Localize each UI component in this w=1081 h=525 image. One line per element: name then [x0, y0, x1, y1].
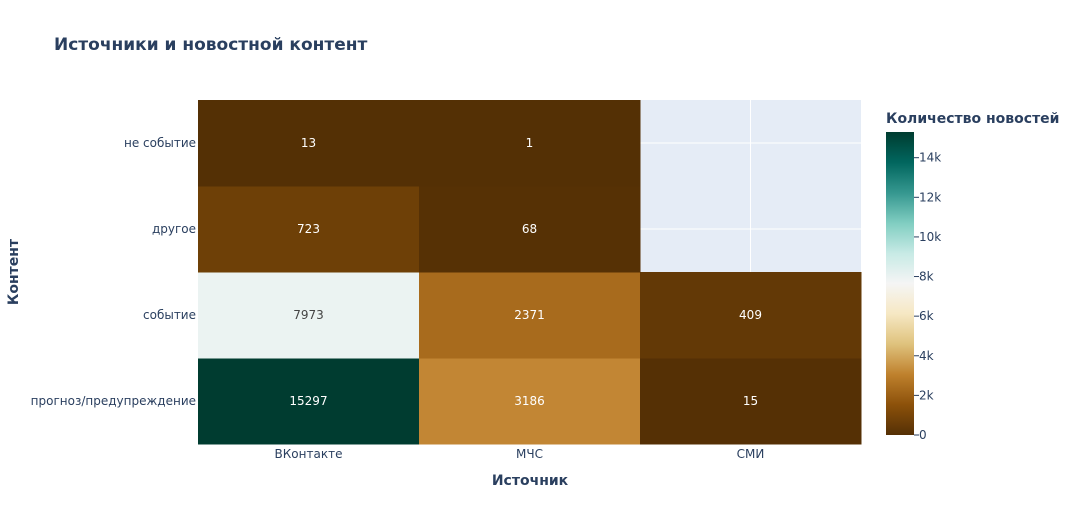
colorbar-tick-label: 0 [919, 428, 927, 442]
cell-value-label: 13 [301, 136, 316, 150]
cell-value-label: 723 [297, 222, 320, 236]
y-tick-label: не событие [124, 136, 196, 150]
colorbar-gradient [886, 132, 914, 435]
heatmap-cell [198, 272, 420, 359]
cell-value-label: 15 [743, 394, 758, 408]
colorbar-tick-label: 8k [919, 270, 934, 284]
heatmap-cells: 15297 3186 15 7973 2371 409 723 68 13 1 [198, 100, 862, 445]
colorbar-tick-label: 12k [919, 190, 941, 204]
colorbar-title: Количество новостей [886, 111, 1059, 127]
heatmap-cell [198, 358, 420, 445]
y-tick-label: событие [143, 308, 196, 322]
heatmap-cell [419, 100, 641, 187]
heatmap-cell [640, 358, 862, 445]
cell-value-label: 15297 [289, 394, 327, 408]
cell-value-label: 2371 [514, 308, 545, 322]
y-tick-label: другое [152, 222, 196, 236]
heatmap-cell [419, 358, 641, 445]
colorbar-tick-label: 2k [919, 388, 934, 402]
cell-value-label: 409 [739, 308, 762, 322]
colorbar-tick-label: 4k [919, 349, 934, 363]
colorbar-tick-label: 14k [919, 151, 941, 165]
y-axis-title: Контент [6, 238, 22, 305]
cell-value-label: 1 [526, 136, 534, 150]
heatmap-cell [198, 100, 420, 187]
cell-value-label: 3186 [514, 394, 545, 408]
x-tick-label: СМИ [737, 447, 765, 461]
heatmap-cell [419, 186, 641, 273]
x-tick-label: МЧС [516, 447, 543, 461]
chart-title: Источники и новостной контент [54, 35, 368, 55]
heatmap-cell [640, 272, 862, 359]
heatmap-cell [198, 186, 420, 273]
colorbar-tick-label: 6k [919, 309, 934, 323]
cell-value-label: 68 [522, 222, 537, 236]
colorbar-tick-label: 10k [919, 230, 941, 244]
cell-value-label: 7973 [293, 308, 324, 322]
heatmap-cell [419, 272, 641, 359]
y-axis-ticks: прогноз/предупреждение событие другое не со… [31, 136, 196, 408]
y-tick-label: прогноз/предупреждение [31, 394, 196, 408]
x-axis-ticks: ВКонтакте МЧС СМИ [275, 447, 765, 461]
x-tick-label: ВКонтакте [275, 447, 343, 461]
x-axis-title: Источник [492, 473, 569, 489]
colorbar: Количество новостей 0 2k 4k 6k 8k 10k 12k 14k [886, 111, 1059, 442]
